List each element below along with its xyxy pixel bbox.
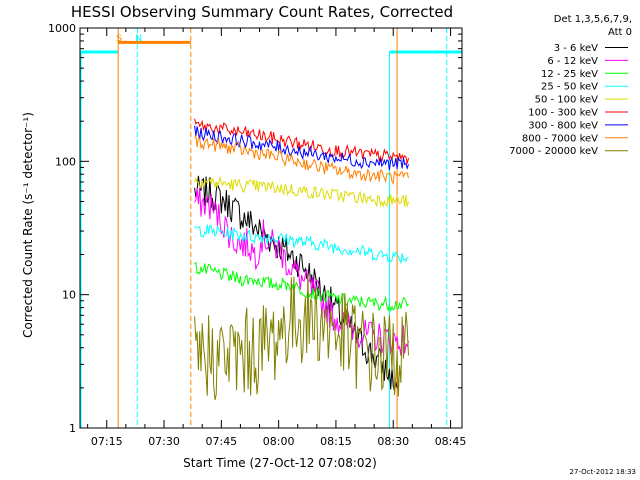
legend-label-100-300kev: 100 - 300 keV	[528, 108, 598, 119]
legend-label-3-6kev: 3 - 6 keV	[554, 43, 598, 54]
axes: 1 10 100 1000 07:15 07:30 07:45 08:00 08:15 08:30…	[48, 22, 466, 448]
x-tick-label-0730: 07:30	[148, 435, 180, 448]
plot-background	[80, 28, 462, 428]
series-line-25-50kev	[194, 224, 409, 265]
marker-label-n: N	[135, 34, 142, 44]
plot-frame	[79, 27, 463, 429]
marker-label-s: S	[116, 34, 122, 44]
y-tick-label-1: 1	[69, 422, 76, 435]
x-tick-label-0800: 08:00	[263, 435, 295, 448]
series-line-12-25kev	[194, 261, 409, 313]
legend-title-line-2: Att 0	[608, 27, 632, 38]
footer-timestamp: 27-Oct-2012 18:33	[570, 468, 636, 476]
legend-label-300-800kev: 300 - 800 keV	[528, 120, 598, 131]
x-axis-label: Start Time (27-Oct-12 07:08:02)	[183, 456, 377, 470]
chart-title: HESSI Observing Summary Count Rates, Cor…	[71, 3, 453, 21]
series-line-300-800kev	[194, 125, 409, 171]
series-line-100-300kev	[194, 118, 409, 164]
x-tick-label-0830: 08:30	[377, 435, 409, 448]
legend-label-6-12kev: 6 - 12 keV	[547, 56, 598, 67]
legend-label-800-7000kev: 800 - 7000 keV	[522, 133, 598, 144]
y-axis-label: Corrected Count Rate (s⁻¹ detector⁻¹)	[21, 112, 35, 338]
x-tick-label-0815: 08:15	[320, 435, 352, 448]
x-tick-label-0715: 07:15	[91, 435, 123, 448]
plot-area	[80, 28, 462, 428]
legend-label-7000-20000kev: 7000 - 20000 keV	[509, 146, 598, 157]
legend-label-25-50kev: 25 - 50 keV	[541, 82, 598, 93]
x-tick-label-0745: 07:45	[205, 435, 237, 448]
series-line-800-7000kev	[194, 135, 409, 185]
series-line-7000-20000kev	[194, 273, 409, 401]
legend-label-12-25kev: 12 - 25 keV	[541, 69, 598, 80]
series-line-50-100kev	[194, 175, 409, 208]
legend-title-line-1: Det 1,3,5,6,7,9,	[554, 14, 632, 25]
x-tick-label-0845: 08:45	[435, 435, 467, 448]
y-tick-label-1000: 1000	[48, 22, 76, 35]
y-tick-label-10: 10	[62, 289, 76, 302]
legend-label-50-100kev: 50 - 100 keV	[535, 95, 599, 106]
y-tick-label-100: 100	[55, 155, 76, 168]
legend: Det 1,3,5,6,7,9, Att 0 3 - 6 keV 6 - 12 k…	[509, 14, 632, 157]
